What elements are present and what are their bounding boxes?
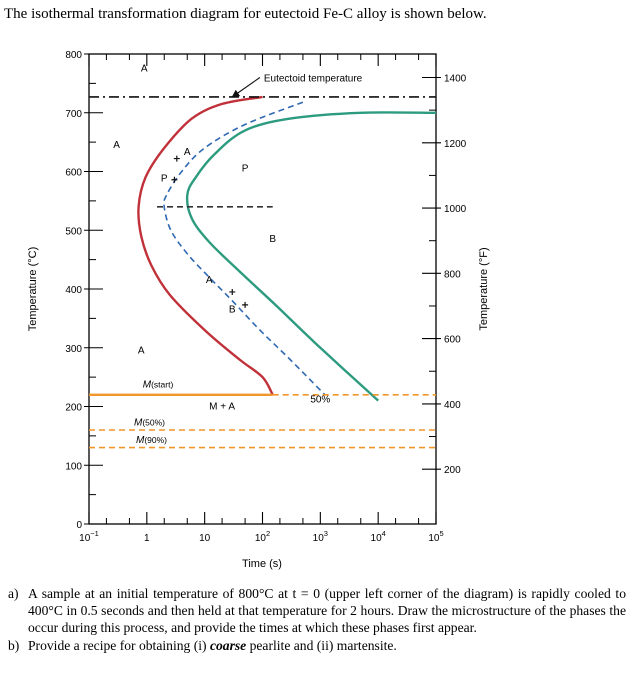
data-marker: [171, 176, 178, 183]
y2-tick-label: 200: [444, 465, 461, 476]
x-tick-label: 103: [313, 529, 328, 544]
y-tick-label: 400: [65, 285, 82, 296]
y-tick-label: 700: [65, 109, 82, 120]
x-tick-label: 10−1: [79, 529, 99, 544]
x-tick-label: 1: [144, 533, 150, 544]
data-marker: [242, 301, 249, 308]
x-axis-title: Time (s): [242, 558, 282, 570]
y2-tick-label: 1200: [444, 139, 467, 150]
y-tick-label: 100: [65, 461, 82, 472]
y-tick-label: 800: [65, 50, 82, 61]
y2-tick-label: 1000: [444, 204, 467, 215]
y2-tick-label: 600: [444, 335, 461, 346]
question-text: Provide a recipe for obtaining (i) coars…: [28, 637, 626, 654]
question-label: a): [8, 586, 19, 601]
region-label: A: [184, 147, 191, 158]
eutectoid-pointer-arrow: [231, 77, 261, 98]
isothermal-transformation-chart: 10−1 1 10 102 103 104 105 0 100 200 300 400 500 600 70…: [27, 50, 490, 570]
series-layer: [89, 77, 437, 449]
question-text: A sample at an initial temperature of 80…: [28, 586, 626, 635]
y-tick-label: 600: [65, 168, 82, 179]
intro-text: The isothermal transformation diagram fo…: [4, 6, 487, 22]
x-tick-label: 102: [255, 529, 270, 544]
region-label: P: [161, 173, 168, 184]
x-tick-label: 104: [371, 529, 386, 544]
y2-axis-title: Temperature (°F): [478, 247, 490, 330]
question-text-part: pearlite and (ii) martensite.: [246, 638, 397, 653]
label-layer: 10−1 1 10 102 103 104 105 0 100 200 300 400 500 600 70…: [65, 50, 466, 544]
y-tick-label: 0: [76, 520, 82, 531]
y-tick-label: 300: [65, 344, 82, 355]
region-label: P: [242, 164, 249, 175]
y-tick-label: 500: [65, 226, 82, 237]
region-label: M + A: [209, 401, 235, 412]
martensite-label: M(start): [143, 380, 174, 391]
series-line-2: [163, 101, 326, 396]
data-marker: [173, 155, 180, 162]
y-tick-label: 200: [65, 403, 82, 414]
question-a: a) A sample at an initial temperature of…: [8, 585, 626, 636]
martensite-label: M(50%): [134, 417, 165, 428]
region-label: A: [113, 140, 120, 151]
y2-tick-label: 800: [444, 269, 461, 280]
region-label: 50%: [310, 394, 330, 405]
question-b: b) Provide a recipe for obtaining (i) co…: [8, 637, 626, 654]
region-label: B: [229, 305, 236, 316]
eutectoid-label: Eutectoid temperature: [264, 74, 363, 85]
question-text-part: Provide a recipe for obtaining (i): [28, 638, 210, 653]
y-axis-title: Temperature (°C): [27, 247, 39, 331]
data-marker: [229, 288, 236, 295]
tick-layer: [84, 53, 441, 525]
series-line-0: [137, 95, 274, 396]
x-tick-label: 105: [428, 529, 443, 544]
series-line-1: [185, 111, 437, 402]
region-label: A: [138, 346, 145, 357]
question-list: a) A sample at an initial temperature of…: [8, 585, 626, 655]
x-tick-label: 10: [199, 533, 211, 544]
region-label: B: [269, 234, 276, 245]
y2-tick-label: 400: [444, 400, 461, 411]
emphasis-word: coarse: [209, 638, 247, 653]
martensite-label: M(90%): [136, 435, 167, 446]
region-label: A: [206, 275, 213, 286]
question-label: b): [8, 638, 20, 653]
region-label: A: [141, 64, 148, 75]
y2-tick-label: 1400: [444, 74, 467, 85]
